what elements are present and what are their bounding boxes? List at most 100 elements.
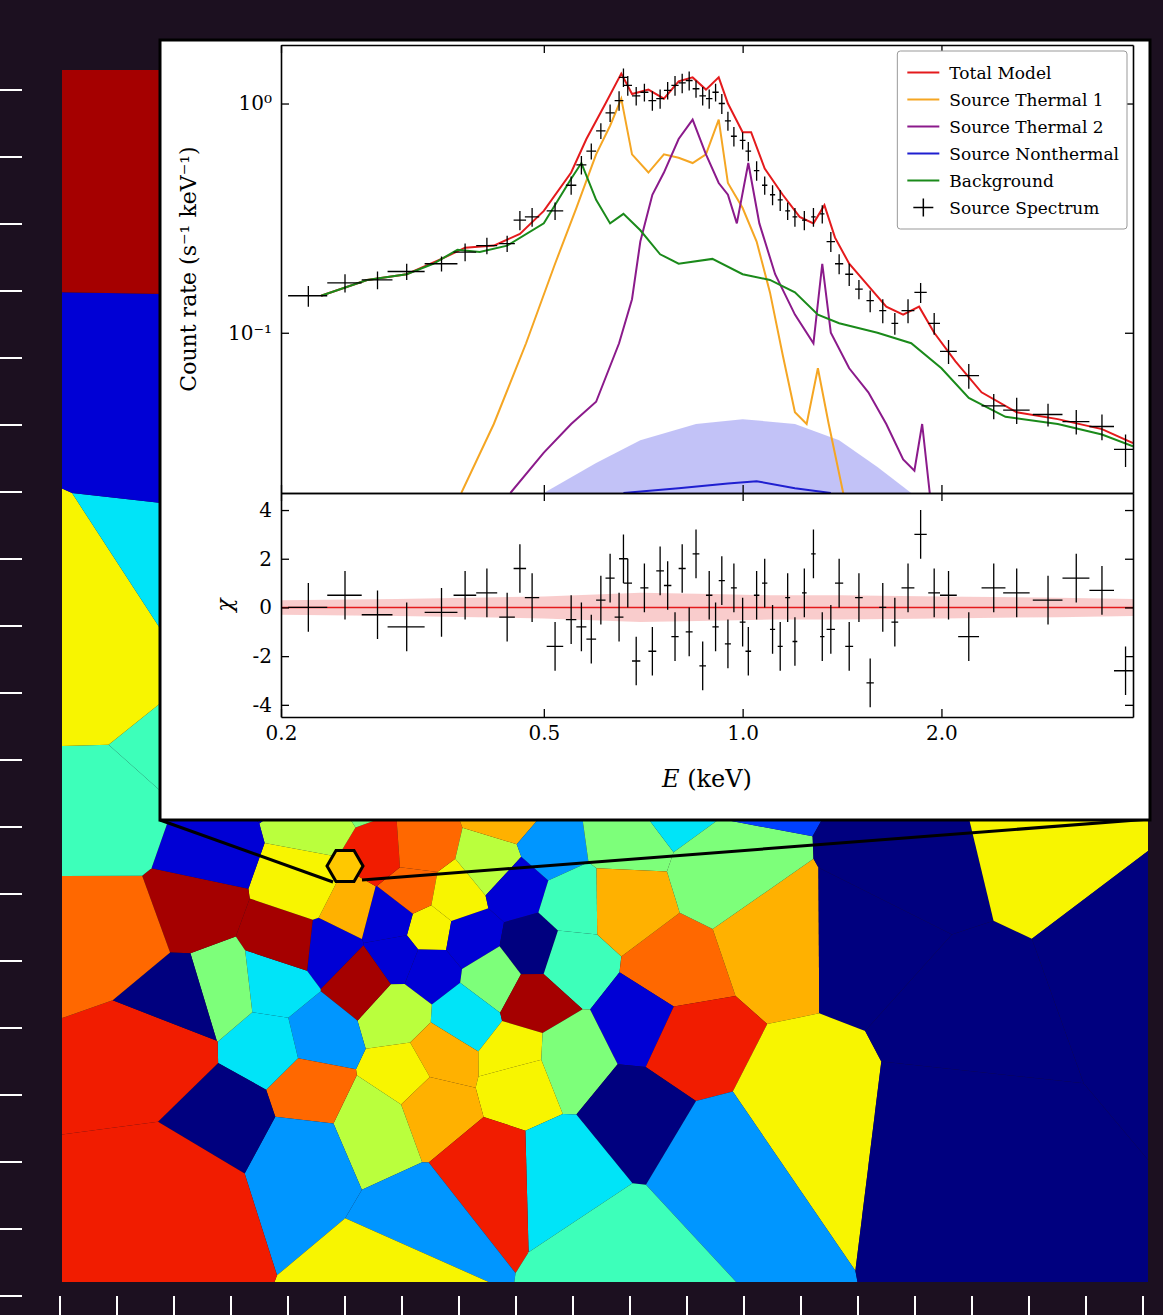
data-point [476,238,497,255]
model-line [623,481,830,493]
data-point [576,603,586,652]
data-point [671,76,678,96]
data-point [648,91,656,110]
y-axis-title: χ [212,597,237,614]
frame-tick [0,960,22,962]
frame-tick [0,692,22,694]
frame-tick [0,89,22,91]
legend-swatch [907,72,939,74]
frame-tick [0,1295,22,1297]
tick [1125,656,1133,657]
tick-mark [742,485,743,493]
tick: 10⁰ [239,91,289,115]
region-cell [667,819,814,929]
frame-tick [1085,1296,1087,1315]
legend-swatch [907,126,939,128]
frame-tick [686,1296,688,1315]
data-point [586,143,596,159]
data-point [811,530,815,579]
tick-label: 10⁻¹ [228,321,272,345]
data-point [1062,554,1089,603]
region-cell [597,868,680,956]
data-point [425,588,458,637]
data-point [820,205,824,223]
connector [160,820,333,882]
data-point [388,264,425,280]
data-point [778,622,783,671]
tick-label: 10⁰ [239,91,272,115]
data-point [712,603,718,652]
data-point [679,74,686,93]
data-point [725,112,731,131]
y-axis: 10⁻¹ 10⁰ [228,46,289,494]
frame-tick [0,290,22,292]
tick [941,485,942,493]
data-point [879,583,886,632]
tick [544,485,545,493]
tick-mark [544,709,545,717]
tick-label: 2 [259,547,272,571]
legend-label: Source Thermal 1 [949,90,1103,110]
data-point [547,622,564,671]
data-point [454,571,477,620]
region-cell [514,1183,736,1282]
data-point [664,561,671,610]
tick-mark [1125,559,1133,560]
data-point [770,605,775,654]
legend-swatch [907,180,939,182]
data-point [656,90,664,109]
data-point [699,642,706,691]
data-point [845,622,853,671]
data-point [914,510,926,559]
tick: 4 [259,498,289,522]
data-point [648,627,656,676]
data-point [793,617,798,666]
data-point [525,573,539,622]
tick-mark [281,333,289,334]
data-point [820,612,824,661]
panel: 10⁻¹10⁰Count rate (s⁻¹ keV⁻¹)Total Model… [176,45,1137,544]
axis-line [1133,494,1135,718]
data-point [811,208,815,227]
data-point [1114,646,1133,695]
data-point [1003,398,1029,424]
tick: 0 [259,595,289,619]
tick [544,493,545,501]
region-cell [1032,851,1148,1160]
tick-mark [1125,510,1133,511]
frame-tick [0,625,22,627]
data-point [940,340,957,364]
y-axis-right [1125,494,1134,718]
data-point [606,554,615,603]
axis-line [282,45,1134,47]
tick-mark [281,705,289,706]
data-point [731,127,737,146]
data-point [566,177,576,195]
data-point [891,313,898,335]
tick-label: -4 [253,693,272,717]
data-point [586,615,596,664]
data-point [664,82,671,100]
tick [941,493,942,501]
legend-label: Source Spectrum [949,198,1099,218]
legend-items: Total ModelSource Thermal 1Source Therma… [907,63,1119,218]
tick: -4 [253,693,289,717]
data-point [855,573,863,622]
data-point [499,236,515,252]
data-point [719,94,725,114]
tick-mark [544,493,545,501]
tick-mark [1125,656,1133,657]
x-axis-title: E (keV) [661,765,752,793]
legend-swatch [913,199,933,217]
tick-mark [1125,607,1133,608]
data-point [745,627,751,676]
data-point [499,593,515,642]
data-point [835,254,843,274]
tick [1125,333,1133,334]
y-axis: -4-2024 [253,494,289,718]
frame-tick [857,1296,859,1315]
data-point [1033,404,1063,427]
data-point [576,156,586,174]
confidence-band [281,593,1133,622]
data-point [596,576,605,625]
